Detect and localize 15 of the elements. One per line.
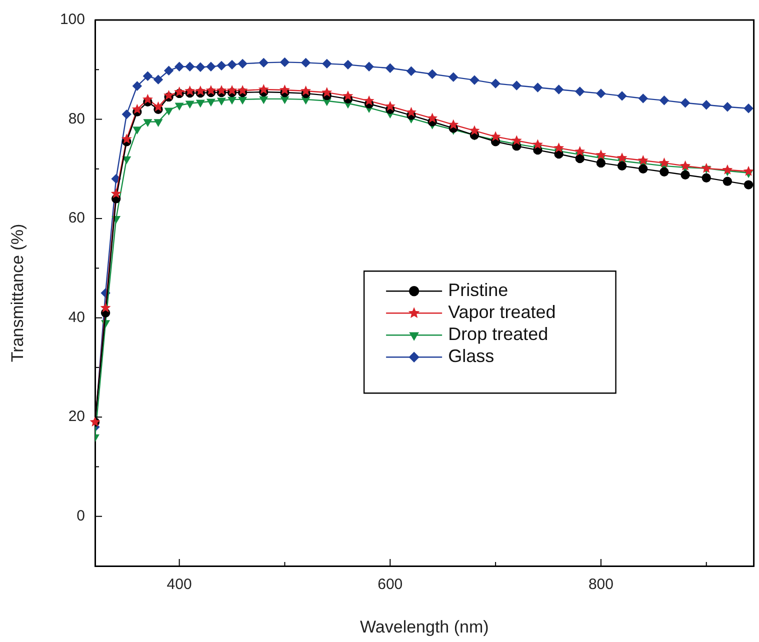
- y-axis-title: Transmittance (%): [8, 224, 27, 362]
- x-tick-label: 600: [378, 576, 403, 594]
- y-tick-label: 80: [68, 110, 85, 128]
- legend-label: Pristine: [448, 280, 508, 300]
- legend-label: Drop treated: [448, 324, 548, 344]
- y-tick-label: 20: [68, 408, 85, 426]
- x-axis-title: Wavelength (nm): [360, 617, 489, 636]
- y-tick-label: 60: [68, 210, 85, 227]
- legend-label: Glass: [448, 346, 494, 366]
- y-tick-label: 40: [68, 308, 85, 326]
- y-tick-label: 100: [60, 11, 85, 28]
- y-tick-label: 0: [76, 508, 85, 525]
- x-tick-label: 400: [166, 576, 192, 594]
- legend-label: Vapor treated: [448, 302, 556, 322]
- x-tick-label: 800: [588, 576, 614, 594]
